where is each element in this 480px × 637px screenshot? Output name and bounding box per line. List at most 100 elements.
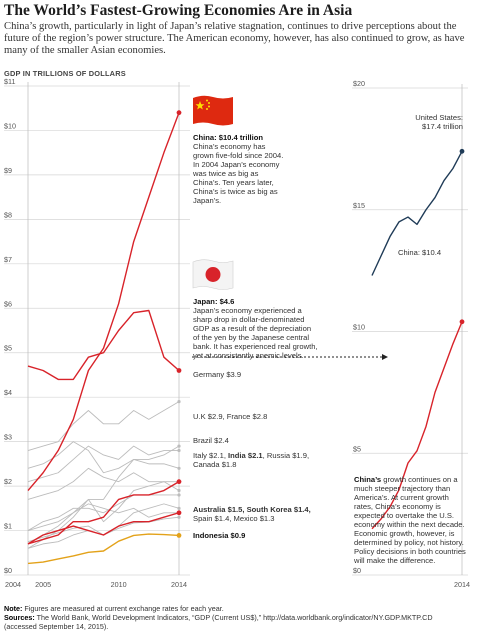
series-end-point-brazil [177,466,181,470]
label-us-right-2: $17.4 trillion [422,122,463,131]
left-y-tick-label: $2 [4,477,12,486]
left-x-tick-label: 2014 [171,580,187,589]
connector-arrow-head [382,354,388,360]
series-line-india [27,481,180,545]
left-context-series [27,400,181,549]
right-series-line-united-states [371,150,463,276]
chart-subtitle: China’s growth, particularly in light of… [4,21,465,56]
label-italy: Italy $2.1, [193,451,229,460]
label-germany: Germany $3.9 [193,370,242,379]
series-line-germany [27,401,180,451]
units-label: GDP IN TRILLIONS OF DOLLARS [4,69,126,78]
series-line-australia [27,503,180,549]
label-india: India $2.1 [228,451,263,460]
series-line-south-korea [27,512,180,545]
series-line-brazil [27,458,180,545]
series-end-point-south-korea [176,510,182,516]
right-series-end-point-united-states [459,148,465,154]
left-grid [4,82,190,576]
left-y-tick-label: $10 [4,121,16,130]
series-end-point-china [176,110,182,116]
series-line-spain [27,503,179,531]
left-y-tick-label: $0 [4,566,12,575]
note-line: Note: Figures are measured at current ex… [4,604,476,613]
label-australia-korea: Australia $1.5, South Korea $1.4, [193,505,311,514]
series-end-point-u-k [177,444,181,448]
left-y-tick-label: $7 [4,255,12,264]
left-y-tick-label: $9 [4,166,12,175]
right-series-line-china [371,321,463,530]
left-y-tick-label: $3 [4,433,12,442]
series-line-japan [27,309,180,381]
japan-annotation: Japan: $4.6 Japan’s economy experienced … [193,297,318,360]
series-end-point-india [176,479,182,485]
china-annotation-head: China: $10.4 trillion [193,133,264,142]
japan-annotation-head: Japan: $4.6 [193,297,235,306]
left-y-axis: $0 $1 $2 $3 $4 $5 $6 $7 $8 $9 $10 $11 [4,77,16,575]
label-us-right-1: United States: [415,113,463,122]
label-spain-mexico: Spain $1.4, Mexico $1.3 [193,514,275,523]
sources-line: Sources: The World Bank, World Developme… [4,613,476,622]
right-y-tick-label: $5 [353,444,361,453]
label-brazil: Brazil $2.4 [193,436,229,445]
left-x-tick-label: 2005 [35,580,51,589]
label-china-right: China: $10.4 [398,248,442,257]
series-line-italy [27,467,179,500]
right-x-tick-label: 2014 [454,580,470,589]
label-canada: Canada $1.8 [193,460,237,469]
right-series-end-point-china [459,319,465,325]
sources-text: The World Bank, World Development Indica… [34,613,433,622]
series-line-canada [27,494,179,531]
left-x-axis: 2004 2005 2010 2014 [5,580,187,589]
right-series [371,148,465,530]
left-y-tick-label: $11 [4,77,15,86]
sources-label: Sources: [4,613,35,622]
series-end-point-indonesia [176,533,182,538]
china-flag-icon [191,94,235,133]
right-annotation: China’s growth continues on a much steep… [354,475,466,565]
right-annotation-strong: China’s [354,475,382,484]
note-text: Figures are measured at current exchange… [22,604,224,613]
right-grid [352,84,468,576]
left-y-tick-label: $1 [4,522,12,531]
chart-title: The World’s Fastest-Growing Economies Ar… [4,2,353,19]
label-italy-group: Italy $2.1, India $2.1, Russia $1.9, Can… [193,451,309,469]
series-end-point-mexico [177,515,181,519]
left-y-tick-label: $8 [4,210,12,219]
label-uk-france: U.K $2.9, France $2.8 [193,412,268,421]
series-end-point-japan [176,368,182,373]
sources-line-2: (accessed September 14, 2015). [4,622,109,631]
series-end-point-australia [177,506,181,510]
series-line-russia [27,481,180,549]
series-line-u-k [27,441,180,474]
label-us-right: United States: $17.4 trillion [373,113,463,131]
label-russia: , Russia $1.9, [262,451,310,460]
left-x-tick-label: 2010 [111,580,127,589]
china-annotation-body: China’s economy has grown five-fold sinc… [193,142,284,205]
right-annotation-body: growth continues on a much steeper traje… [354,475,466,565]
left-x-tick-label: 2004 [5,580,21,589]
left-highlight-series [27,110,182,565]
right-x-axis: 2014 [454,580,470,589]
series-line-france [27,445,179,483]
left-y-tick-label: $5 [4,344,12,353]
series-line-china [27,112,180,491]
left-y-tick-label: $4 [4,388,12,397]
left-y-tick-label: $6 [4,299,12,308]
right-y-tick-label: $15 [353,201,365,210]
japan-annotation-body: Japan’s economy experienced a sharp drop… [193,306,318,360]
right-y-tick-label: $10 [353,323,365,332]
right-y-tick-label: $0 [353,566,361,575]
label-australia-group: Australia $1.5, South Korea $1.4, Spain … [193,505,311,523]
series-end-point-russia [177,488,181,493]
right-y-axis: $0 $5 $10 $15 $20 [353,79,365,575]
japan-flag-icon [191,258,235,297]
series-line-indonesia [27,533,180,565]
note-label: Note: [4,604,23,613]
china-annotation: China: $10.4 trillion China’s economy ha… [193,133,285,205]
right-y-tick-label: $20 [353,79,365,88]
label-indonesia: Indonesia $0.9 [193,531,246,540]
series-end-point-germany [177,400,181,404]
series-end-point-france [177,448,181,453]
